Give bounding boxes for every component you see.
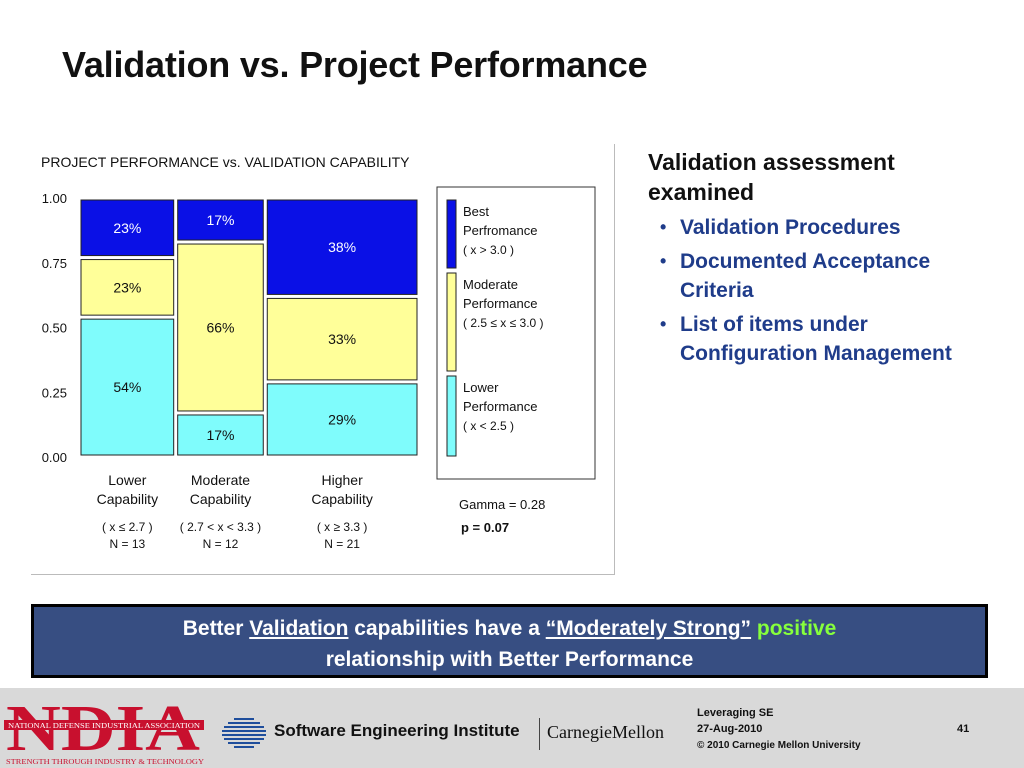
- ndia-tagline: STRENGTH THROUGH INDUSTRY & TECHNOLOGY: [6, 757, 205, 766]
- list-item: • Validation Procedures: [648, 213, 978, 242]
- footer-date: 27-Aug-2010: [697, 723, 763, 735]
- category-label: Capability: [311, 491, 372, 507]
- bar-segment: [177, 199, 264, 241]
- y-tick-label: 0.75: [42, 256, 67, 271]
- sei-globe-icon: [222, 718, 266, 748]
- legend-swatch: [446, 199, 457, 269]
- legend-range: ( 2.5 ≤ x ≤ 3.0 ): [463, 316, 544, 330]
- ndia-logo: NDIA NATIONAL DEFENSE INDUSTRIAL ASSOCIA…: [4, 692, 205, 766]
- y-tick-label: 1.00: [42, 191, 67, 206]
- legend-label: Performance: [463, 296, 537, 311]
- bullet-icon: •: [660, 217, 667, 237]
- footer-copyright: © 2010 Carnegie Mellon University: [697, 740, 861, 751]
- category-n: N = 21: [324, 537, 360, 551]
- banner-moderately-strong: “Moderately Strong”: [545, 617, 752, 640]
- legend-box: [436, 186, 596, 480]
- data-label: 38%: [328, 239, 356, 255]
- y-tick-label: 0.50: [42, 321, 67, 336]
- category-range: ( 2.7 < x < 3.3 ): [180, 520, 261, 534]
- footer: NDIA NATIONAL DEFENSE INDUSTRIAL ASSOCIA…: [0, 688, 1024, 768]
- legend-swatch: [446, 375, 457, 457]
- data-label: 17%: [206, 212, 234, 228]
- category-label: Capability: [97, 491, 158, 507]
- bar-segment: [80, 259, 175, 316]
- chart-title: PROJECT PERFORMANCE vs. VALIDATION CAPAB…: [41, 154, 410, 170]
- legend-label: Lower: [463, 380, 499, 395]
- y-tick-label: 0.00: [42, 450, 67, 465]
- bullet-icon: •: [660, 314, 667, 334]
- bar-segment: [80, 199, 175, 257]
- category-n: N = 13: [109, 537, 145, 551]
- stacked-bar-chart: PROJECT PERFORMANCE vs. VALIDATION CAPAB…: [41, 154, 596, 551]
- category-range: ( x ≥ 3.3 ): [317, 520, 368, 534]
- legend-label: Perfromance: [463, 223, 537, 238]
- assessment-heading: Validation assessment examined: [648, 149, 895, 205]
- legend-swatch: [446, 272, 457, 372]
- data-label: 29%: [328, 411, 356, 427]
- slide-title: Validation vs. Project Performance: [62, 44, 648, 85]
- category-label: Higher: [322, 472, 364, 488]
- list-item: • Documented Acceptance Criteria: [648, 247, 978, 305]
- list-item: • List of items under Configuration Manag…: [648, 310, 978, 368]
- category-label: Lower: [108, 472, 146, 488]
- bar-segment: [80, 318, 175, 456]
- category-label: Moderate: [191, 472, 250, 488]
- banner-text: capabilities have a: [348, 617, 546, 640]
- ndia-name: NATIONAL DEFENSE INDUSTRIAL ASSOCIATION: [8, 722, 200, 730]
- category-label: Capability: [190, 491, 251, 507]
- p-value-stat: p = 0.07: [461, 520, 509, 535]
- banner-text: Better: [182, 617, 250, 640]
- bar-segment: [177, 243, 264, 412]
- right-panel: Validation assessment examined • Validati…: [648, 147, 978, 373]
- list-item-label: Documented Acceptance Criteria: [680, 250, 931, 302]
- sei-name: Software Engineering Institute: [274, 721, 520, 740]
- assessment-list: • Validation Procedures • Documented Accep…: [648, 213, 978, 368]
- banner-text: relationship with Better Performance: [325, 648, 694, 671]
- bar-segment: [266, 199, 418, 295]
- conclusion-banner: Better Validation capabilities have a “M…: [31, 604, 988, 678]
- legend-label: Best: [463, 204, 489, 219]
- legend-range: ( x > 3.0 ): [463, 243, 514, 257]
- y-tick-label: 0.25: [42, 385, 67, 400]
- banner-positive: positive: [756, 617, 837, 640]
- logo-divider: [539, 718, 540, 750]
- data-label: 17%: [206, 427, 234, 443]
- bar-segment: [266, 383, 418, 456]
- data-label: 66%: [206, 320, 234, 336]
- list-item-label: List of items under Configuration Manage…: [680, 313, 952, 365]
- legend-label: Performance: [463, 399, 537, 414]
- gamma-stat: Gamma = 0.28: [459, 497, 545, 512]
- category-n: N = 12: [203, 537, 239, 551]
- bar-segment: [266, 297, 418, 381]
- legend-label: Moderate: [463, 277, 518, 292]
- footer-event: Leveraging SE: [697, 707, 774, 719]
- legend-range: ( x < 2.5 ): [463, 419, 514, 433]
- chart-area: PROJECT PERFORMANCE vs. VALIDATION CAPAB…: [31, 144, 615, 575]
- banner-validation: Validation: [249, 617, 349, 640]
- data-label: 54%: [113, 379, 141, 395]
- data-label: 23%: [113, 279, 141, 295]
- cmu-name: CarnegieMellon: [547, 722, 664, 742]
- list-item-label: Validation Procedures: [680, 216, 901, 239]
- data-label: 23%: [113, 220, 141, 236]
- bar-segment: [177, 414, 264, 456]
- category-range: ( x ≤ 2.7 ): [102, 520, 153, 534]
- bullet-icon: •: [660, 251, 667, 271]
- page-number: 41: [957, 723, 970, 735]
- data-label: 33%: [328, 331, 356, 347]
- sei-logo: Software Engineering Institute CarnegieM…: [220, 714, 664, 754]
